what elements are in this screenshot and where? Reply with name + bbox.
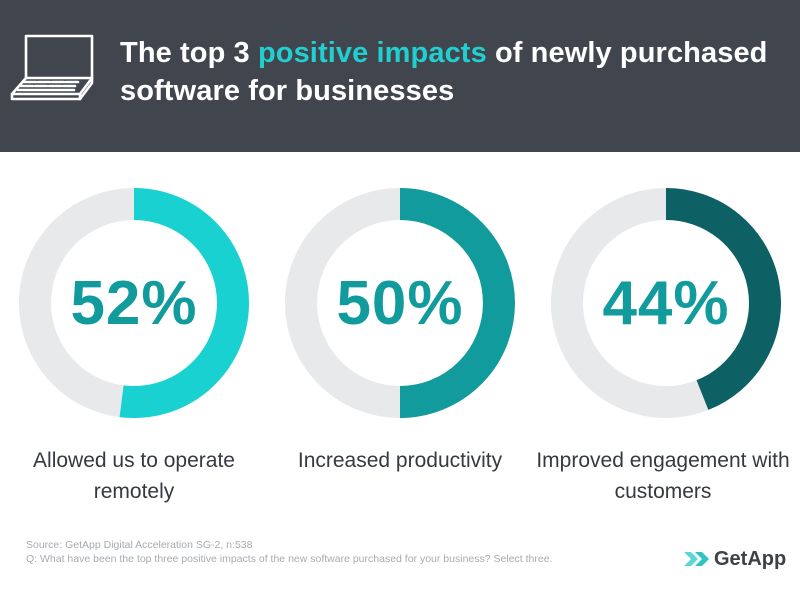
header-banner: The top 3 positive impacts of newly purc… — [0, 0, 800, 152]
getapp-logo: GetApp — [684, 547, 786, 571]
footnote: Source: GetApp Digital Acceleration SG-2… — [26, 538, 626, 566]
title-end: of newly purchased software for business… — [120, 37, 768, 107]
donut-value-label: 44% — [602, 268, 730, 338]
source-note: Source: GetApp Digital Acceleration SG-2… — [26, 539, 253, 551]
survey-question: Q: What have been the top three positive… — [26, 553, 553, 565]
donut-value-arc — [399, 188, 515, 418]
donut-chart-remote: 52% — [19, 188, 249, 418]
category-label: Improved engagement with customers — [536, 449, 790, 503]
logo-text: GetApp — [714, 547, 787, 570]
donut-value-label: 50% — [336, 268, 464, 338]
category-label: Allowed us to operate remotely — [33, 449, 235, 503]
laptop-icon — [10, 34, 94, 101]
getapp-chevrons-icon — [684, 552, 709, 566]
title-start: The top 3 — [120, 37, 258, 69]
donut-chart-engagement: 44% — [551, 188, 781, 418]
category-label: Increased productivity — [297, 449, 503, 472]
donut-value-arc — [119, 188, 249, 418]
donut-value-arc — [665, 188, 781, 410]
title-accent: positive impacts — [257, 37, 487, 69]
donut-value-label: 52% — [70, 268, 198, 338]
donut-chart-productivity: 50% — [285, 188, 515, 418]
page-title: The top 3 positive impacts of newly purc… — [120, 34, 780, 110]
